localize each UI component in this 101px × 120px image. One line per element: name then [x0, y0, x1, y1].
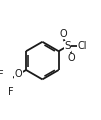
Text: O: O [60, 29, 67, 39]
Text: S: S [64, 41, 71, 51]
Text: F: F [0, 70, 3, 80]
Text: O: O [68, 53, 75, 63]
Text: F: F [8, 87, 13, 97]
Text: O: O [15, 69, 22, 79]
Text: Cl: Cl [77, 41, 86, 51]
